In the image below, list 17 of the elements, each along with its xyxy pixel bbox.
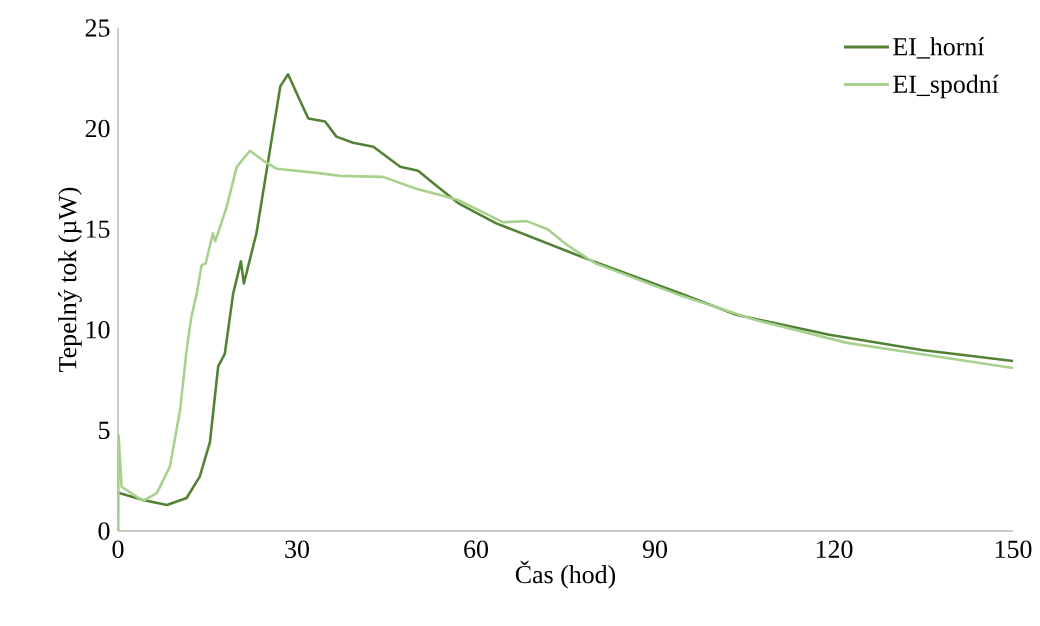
y-tick-label: 10: [86, 321, 110, 339]
x-tick-label: 60: [464, 540, 488, 558]
x-tick-label: 90: [642, 540, 667, 558]
x-tick-label: 120: [816, 540, 853, 558]
y-tick-label: 0: [98, 522, 110, 540]
y-tick-label: 20: [85, 119, 110, 138]
x-tick-label: 0: [112, 540, 124, 558]
legend-label: EI_spodní: [893, 74, 999, 99]
y-tick-label: 15: [86, 220, 110, 238]
x-tick-label: 150: [995, 540, 1032, 558]
line-series: [117, 72, 1015, 507]
y-tick-label: 5: [99, 421, 110, 439]
y-tick-label: 25: [85, 19, 110, 37]
x-tick-label: 30: [285, 540, 309, 558]
x-axis-title: Čas (hod): [515, 560, 616, 589]
legend-label: EI_horní: [893, 37, 985, 59]
y-axis-title: Tepelný tok (µW): [58, 187, 82, 372]
